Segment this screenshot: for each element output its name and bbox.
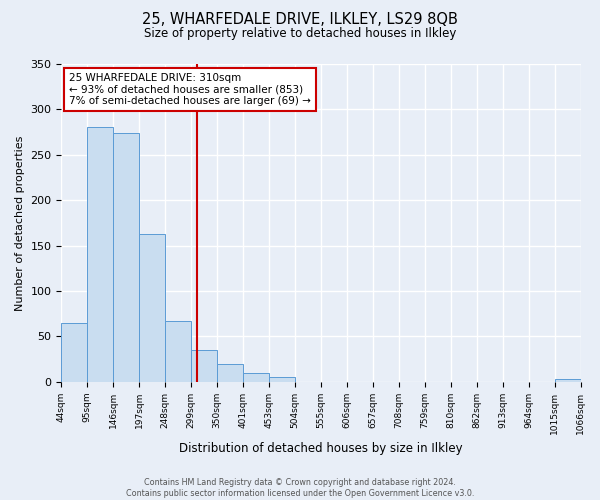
Text: 25 WHARFEDALE DRIVE: 310sqm
← 93% of detached houses are smaller (853)
7% of sem: 25 WHARFEDALE DRIVE: 310sqm ← 93% of det… bbox=[69, 73, 311, 106]
Bar bbox=[61, 323, 88, 382]
Bar bbox=[165, 321, 191, 382]
Y-axis label: Number of detached properties: Number of detached properties bbox=[15, 135, 25, 310]
Bar bbox=[243, 372, 269, 382]
Bar bbox=[191, 350, 217, 382]
Bar bbox=[139, 234, 165, 382]
Bar bbox=[88, 126, 113, 382]
X-axis label: Distribution of detached houses by size in Ilkley: Distribution of detached houses by size … bbox=[179, 442, 463, 455]
Text: 25, WHARFEDALE DRIVE, ILKLEY, LS29 8QB: 25, WHARFEDALE DRIVE, ILKLEY, LS29 8QB bbox=[142, 12, 458, 28]
Bar bbox=[269, 378, 295, 382]
Text: Size of property relative to detached houses in Ilkley: Size of property relative to detached ho… bbox=[144, 28, 456, 40]
Text: Contains HM Land Registry data © Crown copyright and database right 2024.
Contai: Contains HM Land Registry data © Crown c… bbox=[126, 478, 474, 498]
Bar bbox=[554, 379, 581, 382]
Bar bbox=[217, 364, 243, 382]
Bar bbox=[113, 133, 139, 382]
